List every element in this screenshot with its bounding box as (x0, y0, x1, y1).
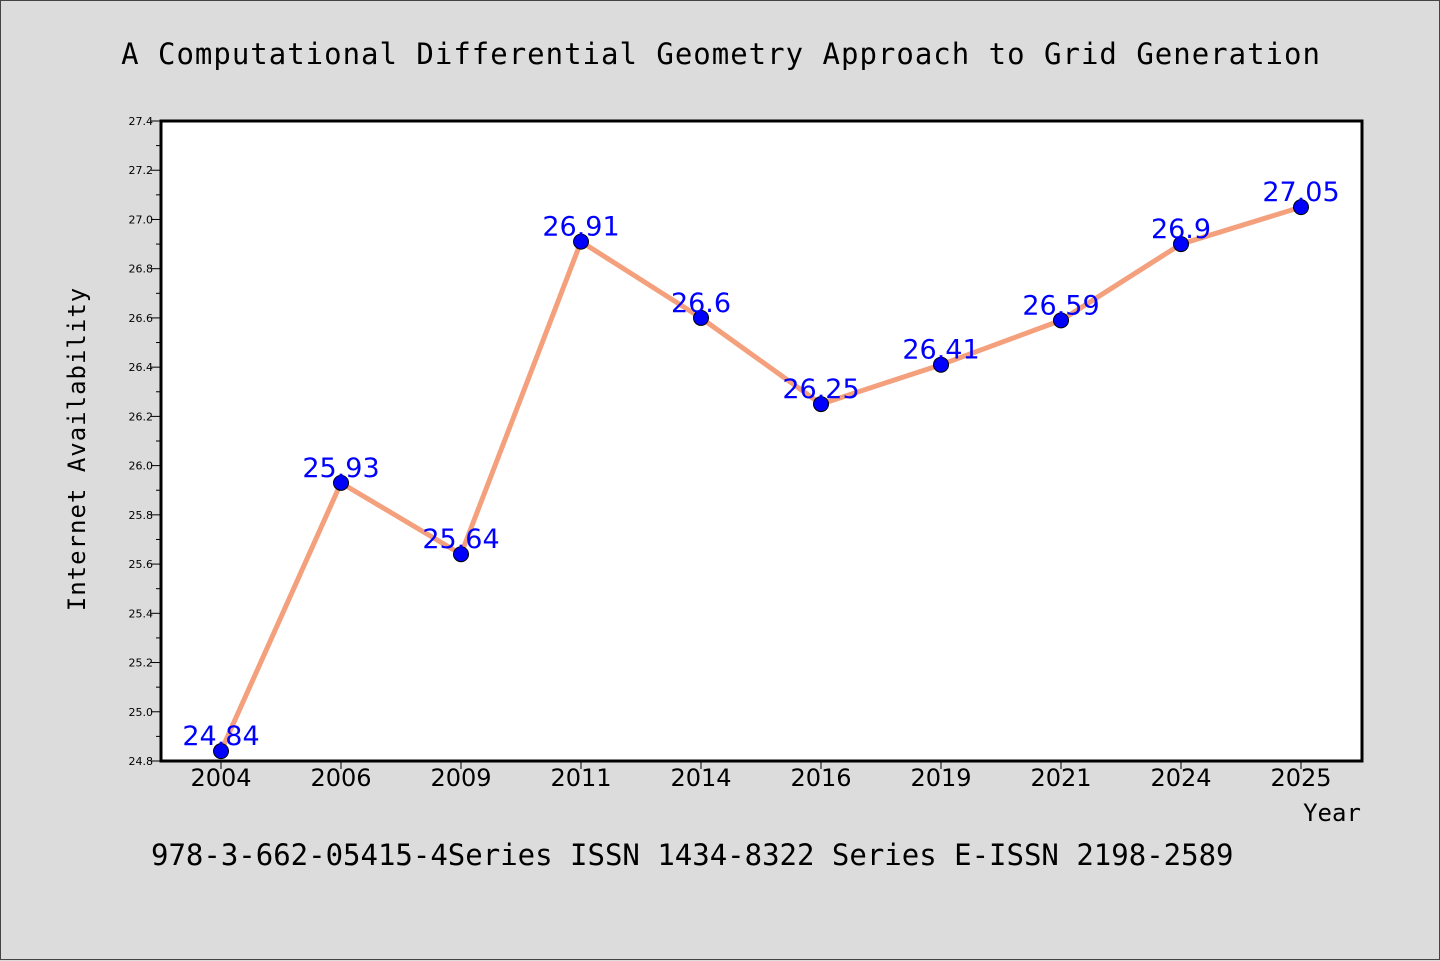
y-tick-label: 26.4 (129, 361, 154, 374)
x-tick-label: 2016 (790, 764, 851, 792)
data-point-marker (933, 356, 949, 373)
x-axis: 2004 2006 2009 2011 2014 2016 2019 2021 2024 2025 (190, 761, 1332, 792)
chart-title: A Computational Differential Geometry Ap… (121, 37, 1321, 71)
data-label: 24.84 (182, 721, 259, 752)
data-label: 26.25 (782, 374, 859, 405)
y-tick-label: 26.0 (129, 460, 154, 473)
data-label: 26.6 (671, 288, 731, 319)
y-axis-label: Internet Availability (63, 287, 91, 611)
x-tick-label: 2025 (1270, 764, 1331, 792)
y-tick-label: 27.0 (129, 213, 154, 226)
data-label: 27.05 (1262, 177, 1339, 208)
data-point-marker (333, 474, 349, 491)
data-label: 25.64 (422, 524, 499, 555)
y-tick-label: 25.0 (129, 706, 154, 719)
y-tick-label: 25.2 (129, 657, 154, 670)
x-tick-label: 2006 (310, 764, 371, 792)
data-point-marker (1173, 236, 1189, 253)
x-tick-label: 2019 (910, 764, 971, 792)
data-point-marker (213, 743, 229, 760)
series-line-group: 24.84 25.93 25.64 26.91 26.6 26.25 26.41 26.59 2… (182, 177, 1340, 760)
data-point-marker (573, 233, 589, 250)
y-tick-label: 27.2 (129, 164, 154, 177)
y-tick-label: 26.6 (129, 312, 154, 325)
y-tick-label: 26.8 (129, 263, 154, 276)
y-tick-label: 24.8 (129, 755, 154, 768)
y-tick-label: 26.2 (129, 410, 154, 423)
data-point-marker (1053, 312, 1069, 329)
data-point-marker (453, 546, 469, 563)
data-label: 26.9 (1151, 214, 1211, 245)
x-tick-label: 2024 (1150, 764, 1211, 792)
x-tick-label: 2021 (1030, 764, 1091, 792)
data-label: 26.91 (542, 212, 619, 243)
data-label: 25.93 (302, 453, 379, 484)
y-tick-label: 25.8 (129, 509, 154, 522)
data-point-marker (1293, 199, 1309, 216)
y-tick-label: 27.4 (129, 115, 154, 128)
y-tick-label: 25.4 (129, 607, 154, 620)
x-tick-label: 2009 (430, 764, 491, 792)
data-label: 26.41 (902, 335, 979, 366)
series-line (218, 204, 1304, 754)
x-tick-label: 2014 (670, 764, 731, 792)
x-axis-label: Year (1303, 799, 1361, 827)
data-label: 26.59 (1022, 290, 1099, 321)
plot-area (159, 119, 1364, 763)
y-axis: 24.8 25.0 25.2 25.4 25.6 25.8 26.0 26.2 26.4 26.6… (129, 115, 161, 768)
data-point-marker (813, 396, 829, 413)
y-tick-label: 25.6 (129, 558, 154, 571)
x-tick-label: 2011 (550, 764, 611, 792)
footer-isbn-text: 978-3-662-05415-4Series ISSN 1434-8322 S… (151, 838, 1234, 872)
data-point-marker (693, 309, 709, 326)
x-tick-label: 2004 (190, 764, 251, 792)
